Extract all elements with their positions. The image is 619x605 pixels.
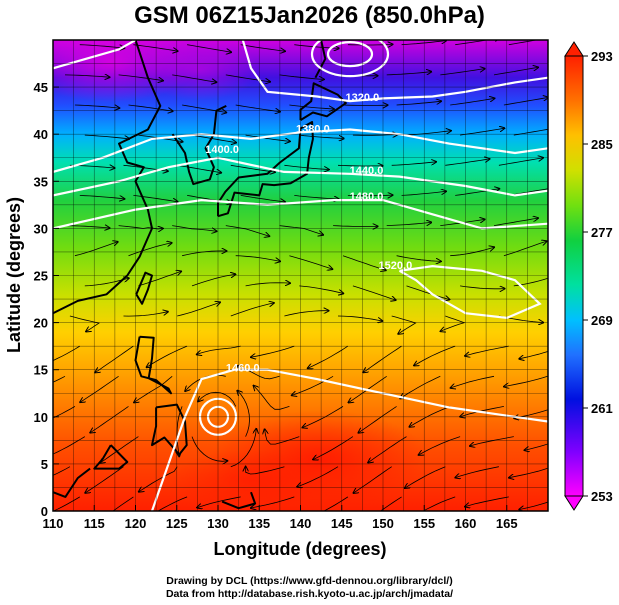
x-tick-label: 145 [331, 516, 353, 531]
y-tick-label: 5 [41, 457, 48, 472]
contour-label: 1320.0 [346, 92, 380, 104]
y-axis-title: Latitude (degrees) [4, 197, 24, 353]
y-tick-label: 45 [34, 80, 48, 95]
y-tick-label: 15 [34, 363, 48, 378]
contour-label: 1380.0 [296, 123, 330, 135]
x-tick-label: 120 [125, 516, 147, 531]
colorbar-top-arrow [564, 41, 584, 57]
contour-label: 1460.0 [226, 363, 260, 375]
x-tick-label: 130 [207, 516, 229, 531]
page-title: GSM 06Z15Jan2026 (850.0hPa) [134, 2, 485, 29]
x-tick-label: 150 [372, 516, 394, 531]
colorbar-bottom-arrow [564, 495, 584, 511]
y-tick-label: 35 [34, 174, 48, 189]
y-tick-label: 20 [34, 316, 48, 331]
x-tick-label: 165 [496, 516, 518, 531]
y-tick-label: 0 [41, 504, 48, 519]
colorbar-label: 277 [591, 225, 613, 240]
x-tick-label: 160 [455, 516, 477, 531]
y-tick-label: 25 [34, 269, 48, 284]
x-tick-label: 135 [248, 516, 270, 531]
wind-streamlines [53, 40, 548, 511]
contour-label: 1440.0 [350, 165, 384, 177]
y-tick-label: 30 [34, 221, 48, 236]
colorbar-label: 293 [591, 49, 613, 64]
footer-credit: Drawing by DCL (https://www.gfd-dennou.o… [0, 575, 619, 601]
contour-label: 1400.0 [205, 144, 239, 156]
temperature-field [53, 40, 548, 511]
colorbar-label: 253 [591, 489, 613, 504]
x-tick-label: 155 [413, 516, 435, 531]
colorbar-label: 261 [591, 401, 613, 416]
x-axis-title: Longitude (degrees) [213, 539, 386, 559]
footer-line-drawing: Drawing by DCL (https://www.gfd-dennou.o… [166, 575, 453, 587]
footer-line-data: Data from http://database.rish.kyoto-u.a… [165, 588, 454, 600]
x-tick-label: 125 [166, 516, 188, 531]
colorbar: 293 285 277 269 261 253 [564, 41, 613, 511]
x-tick-label: 140 [290, 516, 312, 531]
axis-ticks: 110 115 120 125 130 135 140 145 150 155 160 165 0 5 10… [34, 80, 518, 531]
y-tick-label: 10 [34, 410, 48, 425]
colorbar-label: 269 [591, 313, 613, 328]
contour-labels: 1320.0 1380.0 1400.0 1440.0 1480.0 1520.0 1460… [205, 92, 412, 374]
lat-lon-grid [53, 40, 548, 511]
contour-label: 1480.0 [350, 191, 384, 203]
x-tick-label: 115 [84, 516, 105, 531]
y-tick-label: 40 [34, 127, 48, 142]
contour-label: 1520.0 [379, 260, 413, 272]
colorbar-label: 285 [591, 137, 613, 152]
x-tick-label: 110 [43, 516, 64, 531]
